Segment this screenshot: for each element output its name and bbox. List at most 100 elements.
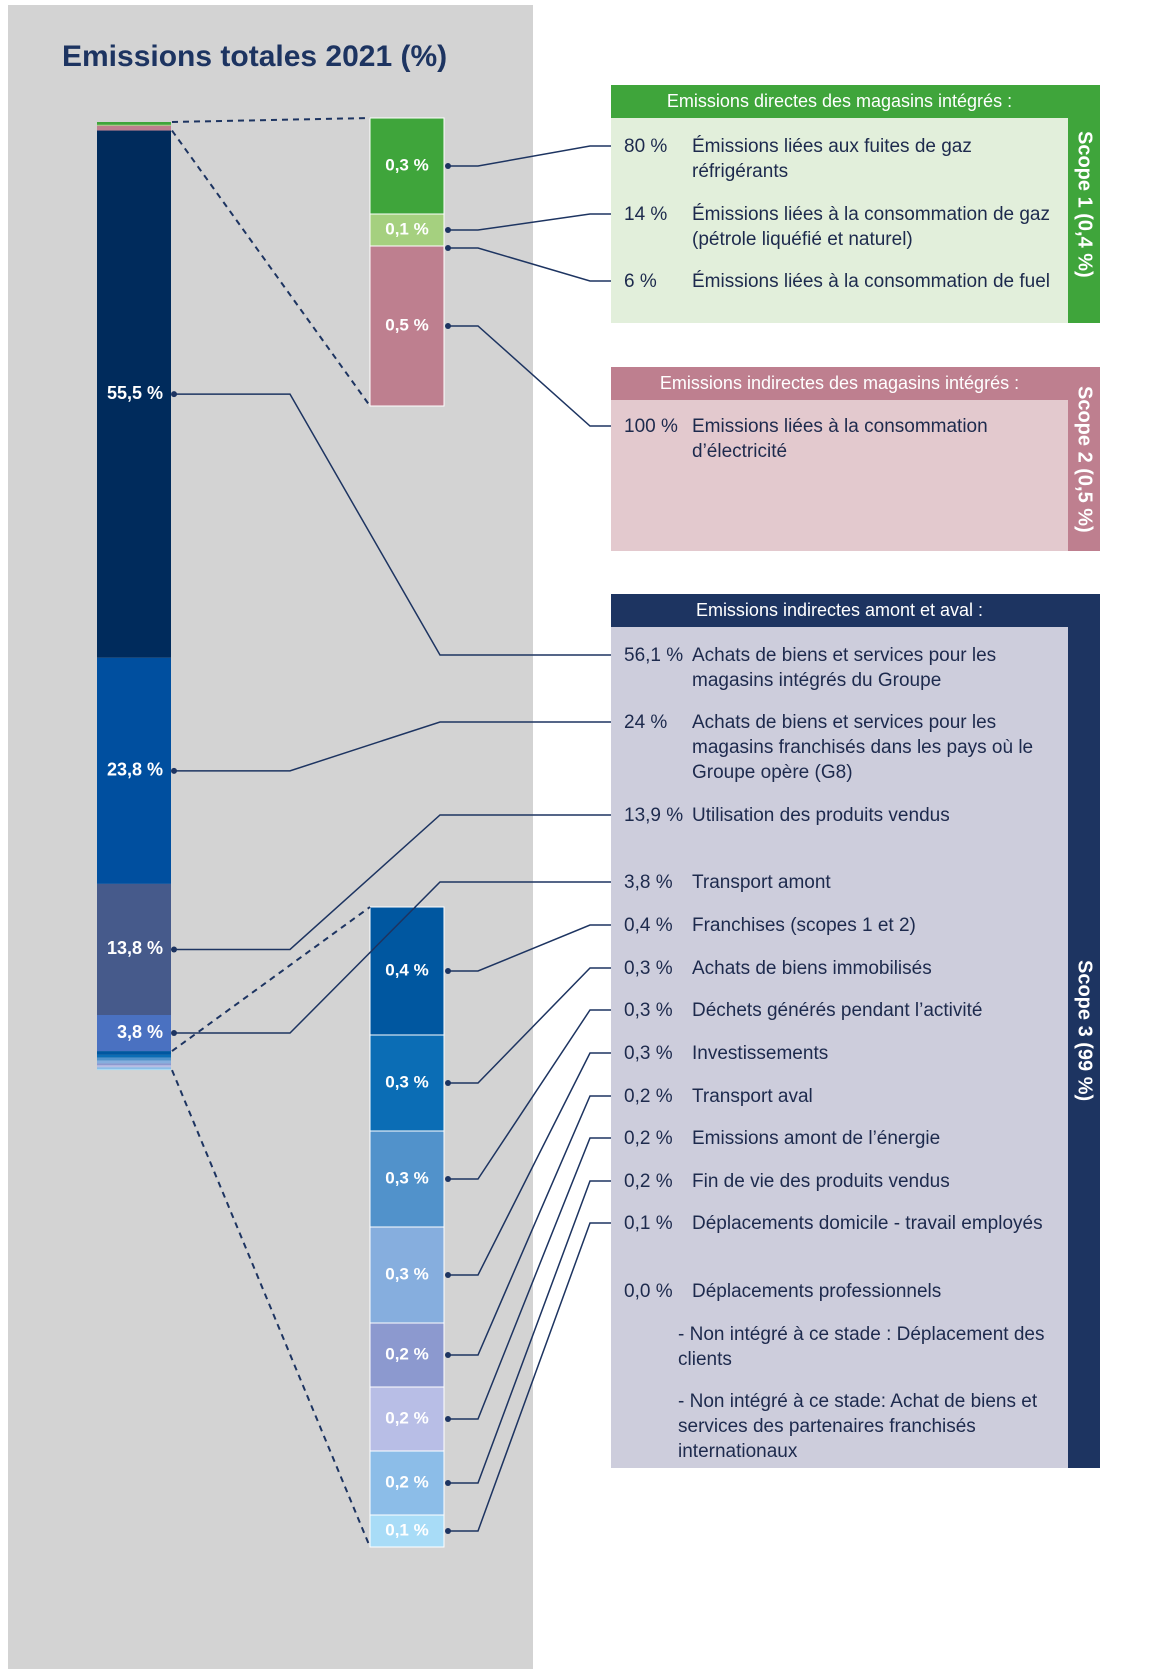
connector [174, 393, 611, 656]
zoom-label: 0,5 % [385, 315, 428, 334]
bar-segment [97, 1060, 171, 1064]
item-share: 13,9 % [624, 805, 684, 826]
connector [174, 881, 611, 1034]
bar-segment [97, 122, 171, 125]
item-label: Investissements [692, 1043, 829, 1064]
connector-dot [445, 323, 451, 329]
bar-segment [97, 1069, 171, 1071]
bar-segment [97, 1015, 171, 1052]
item-share: 14 % [624, 204, 668, 225]
connector-dot [445, 227, 451, 233]
zoom-label: 0,3 % [385, 155, 428, 174]
connector [448, 213, 611, 231]
zoom-label: 0,1 % [385, 219, 428, 238]
item-label: Émissions liées à la consommation de fue… [692, 271, 1051, 292]
item-share: 0,4 % [624, 915, 673, 936]
item-share: 6 % [624, 271, 657, 292]
item-label: Achats de biens immobilisés [692, 958, 932, 979]
connector [448, 1052, 611, 1276]
zoom-segment [369, 1034, 445, 1132]
zoom-guide [171, 129, 371, 407]
zoom-label: 0,4 % [385, 960, 428, 979]
item-label: Fin de vie des produits vendus [692, 1171, 950, 1192]
connector [448, 1180, 611, 1484]
item-label: Déchets générés pendant l’activité [692, 1000, 983, 1021]
segment-label: 13,8 % [107, 938, 163, 958]
zoom-label: 0,3 % [385, 1072, 428, 1091]
connector-dot [171, 391, 177, 398]
connector-dot [171, 1030, 177, 1037]
connector-dot [445, 1480, 451, 1486]
connector [448, 1137, 611, 1420]
bar-segment [97, 1067, 171, 1070]
connector [448, 325, 611, 427]
zoom-guide [171, 1069, 371, 1548]
connector [448, 1009, 611, 1180]
zoom-segment [369, 1130, 445, 1228]
connector-dot [445, 1352, 451, 1358]
item-share: 24 % [624, 712, 668, 733]
zoom-guide [171, 906, 371, 1052]
zoom-segment [369, 1322, 445, 1388]
scope-label: Scope 3 (99 %) [1068, 594, 1100, 1468]
bar-segment [97, 1063, 171, 1066]
item-share: 100 % [624, 416, 678, 437]
scope-label: Scope 1 (0,4 %) [1068, 85, 1100, 323]
zoom-segment [369, 117, 445, 215]
connector [448, 967, 611, 1084]
panel-header: Emissions indirectes amont et aval : [611, 594, 1068, 627]
connector [448, 1095, 611, 1356]
item-share: 0,2 % [624, 1086, 673, 1107]
bar-segment [97, 1065, 171, 1068]
item-label: Émissions liées à la consommation de gaz… [692, 204, 1051, 250]
item-share: 0,3 % [624, 1043, 673, 1064]
bar-segment [97, 657, 171, 884]
bar-segment [97, 124, 171, 126]
item-label: Franchises (scopes 1 et 2) [692, 915, 916, 936]
item-label: Emissions liées à la consommation d’élec… [692, 416, 988, 462]
connector-dot [445, 1272, 451, 1278]
connector-dot [445, 163, 451, 169]
bar-segment [97, 883, 171, 1015]
connector [448, 145, 611, 167]
zoom-label: 0,3 % [385, 1168, 428, 1187]
item-share: 56,1 % [624, 645, 684, 666]
connector [448, 1222, 611, 1532]
zoom-label: 0,3 % [385, 1264, 428, 1283]
item-share: 0,0 % [624, 1281, 673, 1302]
connector-dot [445, 1080, 451, 1086]
connector [448, 247, 611, 282]
panel-body [611, 118, 1068, 323]
item-label: Utilisation des produits vendus [692, 805, 950, 826]
bar-segment [97, 125, 171, 131]
item-label: Déplacements professionnels [692, 1281, 942, 1302]
bar-segment [97, 130, 171, 658]
item-note: - Non intégré à ce stade: Achat de biens… [678, 1391, 1038, 1462]
panel-header: Emissions indirectes des magasins intégr… [611, 367, 1068, 400]
zoom-guide [171, 117, 371, 123]
connector-dot [445, 968, 451, 974]
item-label: Émissions liées aux fuites de gaz réfrig… [692, 136, 972, 182]
zoom-segment [369, 1514, 445, 1548]
item-label: Déplacements domicile - travail employés [692, 1213, 1043, 1234]
zoom-segment [369, 1386, 445, 1452]
bar-segment [97, 1051, 171, 1055]
scope-label: Scope 2 (0,5 %) [1068, 367, 1100, 551]
connector-dot [171, 946, 177, 953]
segment-label: 55,5 % [107, 383, 163, 403]
connector-dot [171, 767, 177, 774]
title: Emissions totales 2021 (%) [62, 40, 448, 73]
background-panel [8, 5, 533, 1669]
connector-dot [445, 245, 451, 251]
zoom-segment [369, 213, 445, 247]
connector [448, 924, 611, 972]
segment-label: 23,8 % [107, 760, 163, 780]
item-share: 0,3 % [624, 1000, 673, 1021]
item-share: 3,8 % [624, 872, 673, 893]
zoom-label: 0,2 % [385, 1344, 428, 1363]
bar-segment [97, 1057, 171, 1061]
connector [174, 721, 611, 772]
item-share: 0,3 % [624, 958, 673, 979]
